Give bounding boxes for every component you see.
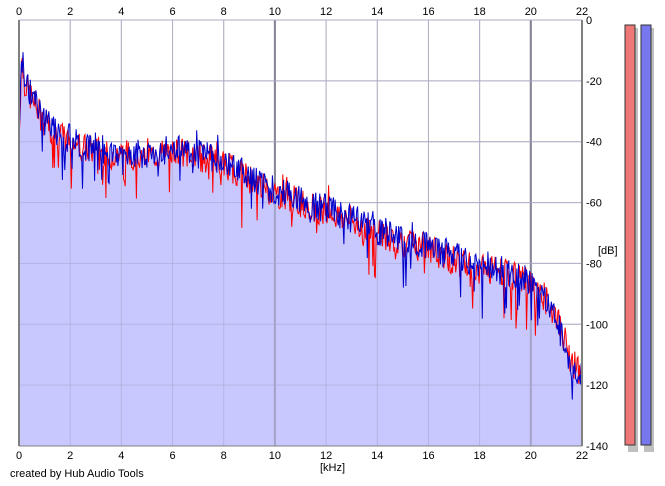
x-tick-label-top: 22: [576, 6, 588, 18]
y-tick-label: -120: [586, 380, 608, 392]
y-tick-label: -40: [586, 137, 602, 149]
x-tick-label-bottom: 22: [576, 450, 588, 462]
x-tick-label-top: 10: [269, 6, 281, 18]
y-axis-right-labels: 0 -20 -40 -60 -80 -100 -120 -140: [586, 15, 608, 453]
y-tick-label: -20: [586, 76, 602, 88]
x-tick-label-bottom: 10: [269, 450, 281, 462]
y-axis-label: [dB]: [598, 245, 618, 257]
series-line-blue: [18, 52, 583, 400]
x-tick-label-bottom: 2: [67, 450, 73, 462]
x-tick-label-top: 4: [118, 6, 124, 18]
x-tick-label-bottom: 12: [320, 450, 332, 462]
x-axis-label: [kHz]: [320, 462, 345, 474]
x-tick-label-bottom: 14: [371, 450, 383, 462]
x-tick-label-bottom: 18: [474, 450, 486, 462]
y-tick-label: 0: [586, 15, 592, 27]
x-tick-label-top: 8: [221, 6, 227, 18]
y-tick-label: -80: [586, 258, 602, 270]
x-axis-bottom-labels: 0 2 4 6 8 10 12 14 16 18 20 22: [16, 450, 588, 462]
x-tick-label-top: 2: [67, 6, 73, 18]
credit-text: created by Hub Audio Tools: [10, 468, 144, 480]
y-tick-label: -100: [586, 319, 608, 331]
x-tick-label-bottom: 0: [16, 450, 22, 462]
x-tick-label-top: 0: [16, 6, 22, 18]
x-tick-label-bottom: 8: [221, 450, 227, 462]
level-meter-left: [624, 24, 636, 446]
x-tick-label-top: 6: [169, 6, 175, 18]
level-meter-right: [640, 24, 652, 446]
x-tick-label-top: 18: [474, 6, 486, 18]
level-meters: [624, 24, 654, 452]
axis-lines: [18, 20, 583, 447]
x-axis-top-labels: 0 2 4 6 8 10 12 14 16 18 20 22: [16, 6, 588, 18]
x-tick-label-bottom: 6: [169, 450, 175, 462]
x-tick-label-top: 12: [320, 6, 332, 18]
series-lines: [18, 52, 583, 400]
x-tick-label-bottom: 4: [118, 450, 124, 462]
x-tick-label-top: 16: [422, 6, 434, 18]
x-tick-label-top: 14: [371, 6, 383, 18]
y-tick-label: -140: [586, 441, 608, 453]
x-tick-label-bottom: 20: [525, 450, 537, 462]
x-tick-label-top: 20: [525, 6, 537, 18]
y-tick-label: -60: [586, 198, 602, 210]
x-tick-label-bottom: 16: [422, 450, 434, 462]
